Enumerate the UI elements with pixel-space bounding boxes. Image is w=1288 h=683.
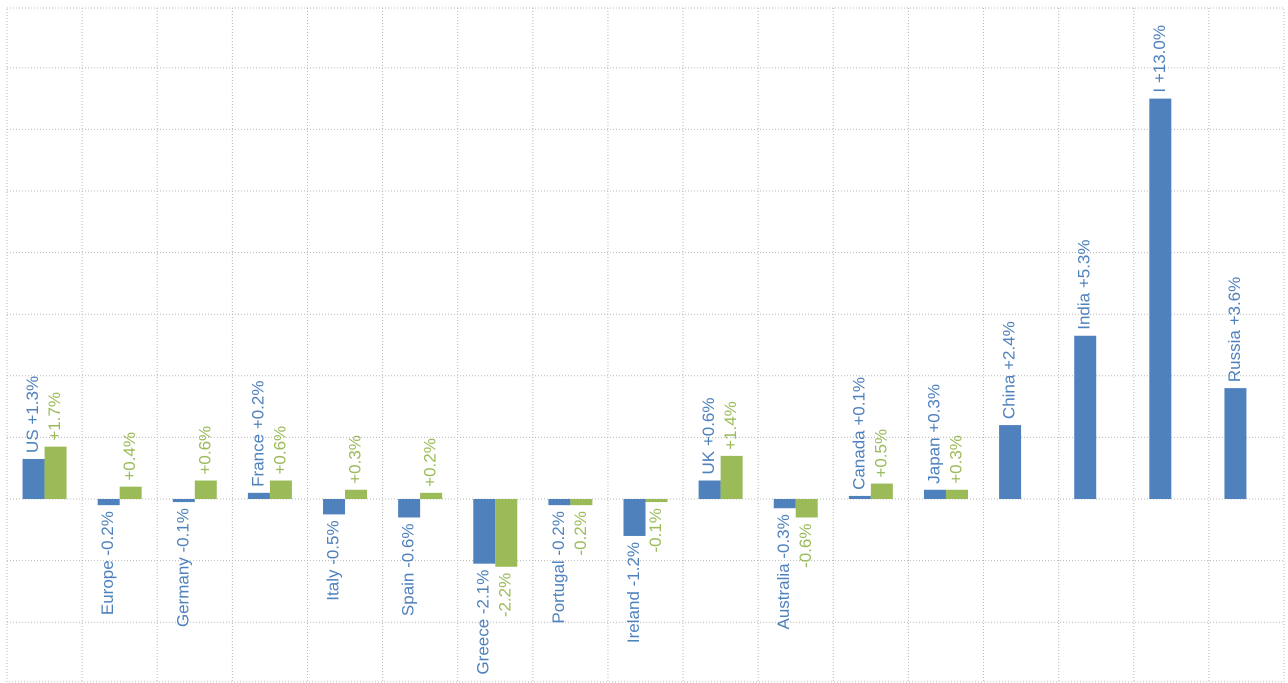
bar-series-1-us: [22, 458, 45, 499]
data-label-series-1: Germany -0.1%: [173, 508, 192, 627]
plot-border: [6, 7, 1285, 683]
bar-series-2-germany: [194, 480, 217, 499]
data-label-series-2: -2.2%: [496, 573, 515, 617]
bar-series-2-us: [44, 446, 67, 499]
data-label-series-2: -0.1%: [646, 508, 665, 552]
bar-series-2-spain: [420, 492, 443, 499]
bar-series-1-japan: [923, 489, 946, 499]
bar-series-1-australia: [773, 499, 796, 509]
data-label-series-1: Portugal -0.2%: [549, 511, 568, 623]
data-label-series-1: I +13.0%: [1150, 25, 1169, 93]
data-label-series-1: Italy -0.5%: [324, 520, 343, 600]
data-labels: US +1.3% +1.7% Europe -0.2% +0.4% Germany -0…: [23, 25, 1244, 675]
data-label-series-1: Russia +3.6%: [1225, 277, 1244, 382]
data-label-series-1: India +5.3%: [1075, 239, 1094, 329]
bar-series-1-portugal: [548, 499, 571, 506]
bar-series-1-germany: [172, 499, 195, 503]
data-label-series-2: +1.7%: [45, 392, 64, 441]
data-label-series-1: Ireland -1.2%: [624, 542, 643, 643]
data-label-series-2: +0.2%: [421, 438, 440, 487]
data-label-series-2: +1.4%: [721, 401, 740, 450]
data-label-series-2: +0.6%: [270, 426, 289, 475]
bar-series-1-canada: [848, 495, 871, 499]
data-label-series-1: France +0.2%: [248, 381, 267, 487]
bar-series-2-australia: [795, 499, 818, 518]
bar-series-2-greece: [495, 499, 518, 567]
data-label-series-2: -0.2%: [571, 511, 590, 555]
bar-series-2-ireland: [645, 499, 668, 503]
gridlines: [6, 7, 1285, 683]
data-label-series-1: Europe -0.2%: [98, 511, 117, 615]
bar-series-1-ireland: [623, 499, 646, 536]
bar-series-2-japan: [945, 489, 968, 499]
data-label-series-1: Spain -0.6%: [399, 523, 418, 616]
bar-series-1-india: [1074, 335, 1097, 499]
data-label-series-2: +0.3%: [946, 435, 965, 484]
bar-series-2-italy: [345, 489, 368, 499]
data-label-series-1: Australia -0.3%: [774, 514, 793, 629]
bar-series-2-europe: [119, 486, 142, 499]
data-label-series-1: Greece -2.1%: [474, 570, 493, 675]
bar-series-1-spain: [398, 499, 421, 518]
bar-series-2-france: [269, 480, 292, 499]
bar-series-1-europe: [97, 499, 120, 506]
data-label-series-1: US +1.3%: [23, 376, 42, 453]
data-label-series-2: +0.3%: [346, 435, 365, 484]
bars: [22, 98, 1247, 567]
bar-series-2-uk: [720, 455, 743, 499]
bar-series-1-france: [247, 492, 270, 499]
data-label-series-1: Canada +0.1%: [849, 377, 868, 490]
bar-series-1-greece: [473, 499, 496, 564]
bar-series-2-portugal: [570, 499, 593, 506]
bar-series-1-russia: [1224, 388, 1247, 499]
bar-series-1-italy: [323, 499, 346, 515]
bar-series-2-canada: [870, 483, 893, 499]
bar-series-1-i: [1149, 98, 1172, 499]
data-label-series-1: UK +0.6%: [699, 398, 718, 475]
data-label-series-2: +0.5%: [871, 429, 890, 478]
data-label-series-1: Japan +0.3%: [924, 384, 943, 484]
bar-series-1-china: [999, 425, 1022, 499]
data-label-series-2: +0.4%: [120, 432, 139, 481]
data-label-series-2: -0.6%: [796, 523, 815, 567]
bar-series-1-uk: [698, 480, 721, 499]
data-label-series-2: +0.6%: [195, 426, 214, 475]
data-label-series-1: China +2.4%: [1000, 321, 1019, 419]
